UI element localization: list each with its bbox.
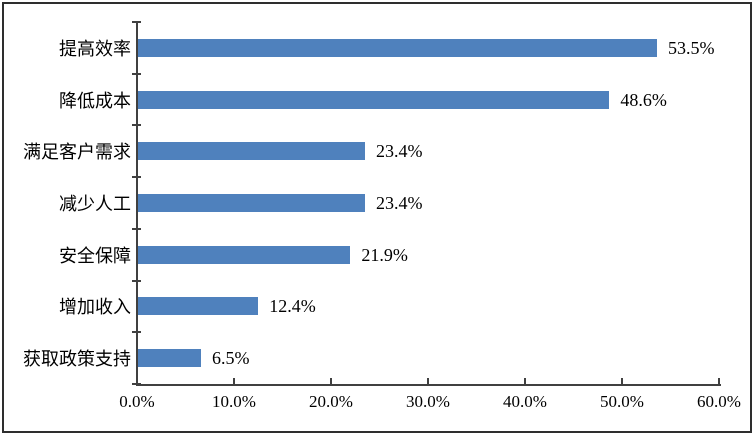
x-axis-tick-label: 20.0%	[309, 392, 353, 411]
x-axis-tick	[330, 378, 332, 386]
bar-row: 6.5%	[138, 332, 720, 384]
bar	[138, 193, 365, 212]
category-label: 获取政策支持	[23, 349, 131, 370]
plot-area: 53.5% 48.6% 23.4% 23.4% 21.9% 12.4% 6.5%	[138, 22, 720, 384]
y-axis-tick	[132, 124, 141, 127]
x-axis-tick-label: 60.0%	[697, 392, 741, 411]
y-axis-tick	[132, 227, 141, 230]
category-axis-labels: 提高效率降低成本满足客户需求减少人工安全保障增加收入获取政策支持	[8, 22, 131, 384]
bar-value-label: 23.4%	[375, 192, 423, 213]
x-axis-tick	[233, 378, 235, 386]
x-axis-tick	[136, 378, 138, 386]
y-axis-tick	[132, 21, 141, 23]
category-label: 满足客户需求	[23, 142, 131, 163]
bar	[138, 38, 657, 57]
bar-value-label: 48.6%	[620, 89, 667, 110]
x-axis-tick-label: 40.0%	[503, 392, 547, 411]
category-label: 提高效率	[59, 38, 131, 59]
x-axis-tick-label: 0.0%	[119, 392, 155, 411]
category-label: 安全保障	[59, 245, 131, 266]
bar	[138, 142, 365, 161]
bar-value-label: 23.4%	[375, 141, 423, 162]
x-axis-tick	[621, 378, 623, 386]
x-axis-tick	[718, 378, 720, 386]
bar-row: 23.4%	[138, 177, 720, 229]
bar-value-label: 21.9%	[361, 244, 408, 265]
category-label: 减少人工	[59, 193, 131, 214]
y-axis-line	[136, 22, 138, 386]
x-axis-tick	[427, 378, 429, 386]
bar-value-label: 12.4%	[269, 296, 316, 317]
bar-row: 21.9%	[138, 229, 720, 281]
x-axis-tick-label: 10.0%	[212, 392, 256, 411]
bar-row: 53.5%	[138, 22, 720, 74]
category-label: 降低成本	[59, 90, 131, 111]
bar-row: 23.4%	[138, 125, 720, 177]
bar	[138, 349, 202, 368]
y-axis-tick	[132, 72, 141, 75]
x-axis-tick-label: 30.0%	[406, 392, 450, 411]
bar	[138, 297, 259, 316]
bar	[138, 90, 610, 109]
bar	[138, 245, 351, 264]
y-axis-tick	[132, 176, 141, 179]
y-axis-tick	[132, 279, 141, 282]
bar-row: 12.4%	[138, 281, 720, 333]
x-axis-tick-label: 50.0%	[600, 392, 644, 411]
y-axis-tick	[132, 331, 141, 334]
bar-value-label: 53.5%	[667, 37, 715, 58]
bar-value-label: 6.5%	[212, 348, 250, 369]
x-axis-tick	[524, 378, 526, 386]
bar-row: 48.6%	[138, 74, 720, 126]
category-label: 增加收入	[59, 297, 131, 318]
